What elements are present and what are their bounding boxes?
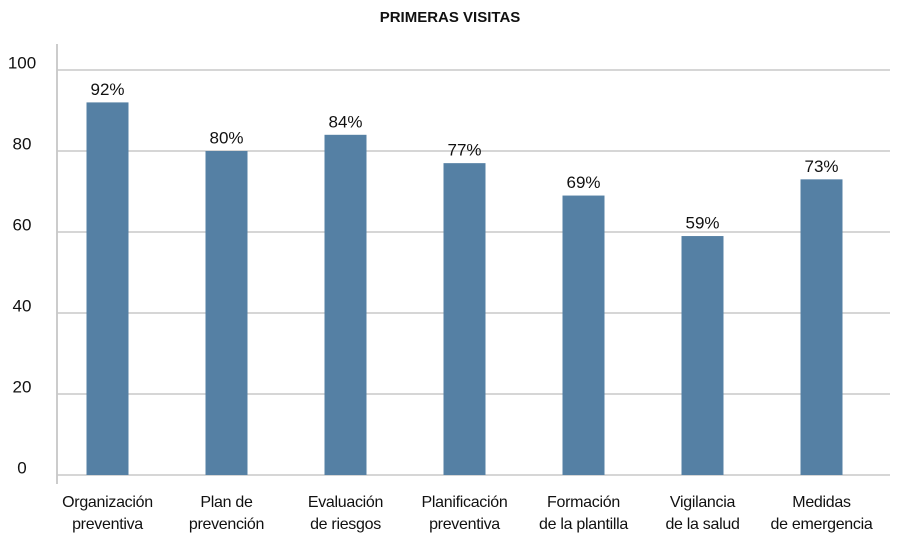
y-tick-label: 80 <box>13 134 32 153</box>
bar <box>205 151 248 475</box>
y-tick-label: 40 <box>13 296 32 315</box>
x-tick-label: Organización preventiva <box>62 494 153 533</box>
bar <box>443 163 486 475</box>
y-tick-label: 0 <box>17 458 26 477</box>
data-label: 59% <box>685 214 719 233</box>
bar <box>800 179 843 475</box>
data-label: 92% <box>90 80 124 99</box>
y-tick-label: 20 <box>13 377 32 396</box>
y-tick-label: 60 <box>13 215 32 234</box>
y-tick-label: 100 <box>8 53 36 72</box>
x-tick-label: Planificación preventiva <box>421 494 508 533</box>
x-tick-label: Vigilancia de la salud <box>665 494 740 533</box>
data-label: 84% <box>328 112 362 131</box>
bar <box>324 134 367 476</box>
data-label: 80% <box>209 128 243 147</box>
x-tick-label: Medidas de emergencia <box>770 494 873 533</box>
x-tick-label: Formación de la plantilla <box>539 494 628 533</box>
bar <box>86 102 129 476</box>
chart-title: PRIMERAS VISITAS <box>380 9 521 26</box>
data-label: 77% <box>447 141 481 160</box>
bar <box>562 195 605 476</box>
x-tick-label: Evaluación de riesgos <box>307 494 384 533</box>
data-label: 73% <box>804 157 838 176</box>
bar <box>681 236 724 475</box>
data-label: 69% <box>566 173 600 192</box>
x-tick-label: Plan de prevención <box>188 494 265 533</box>
